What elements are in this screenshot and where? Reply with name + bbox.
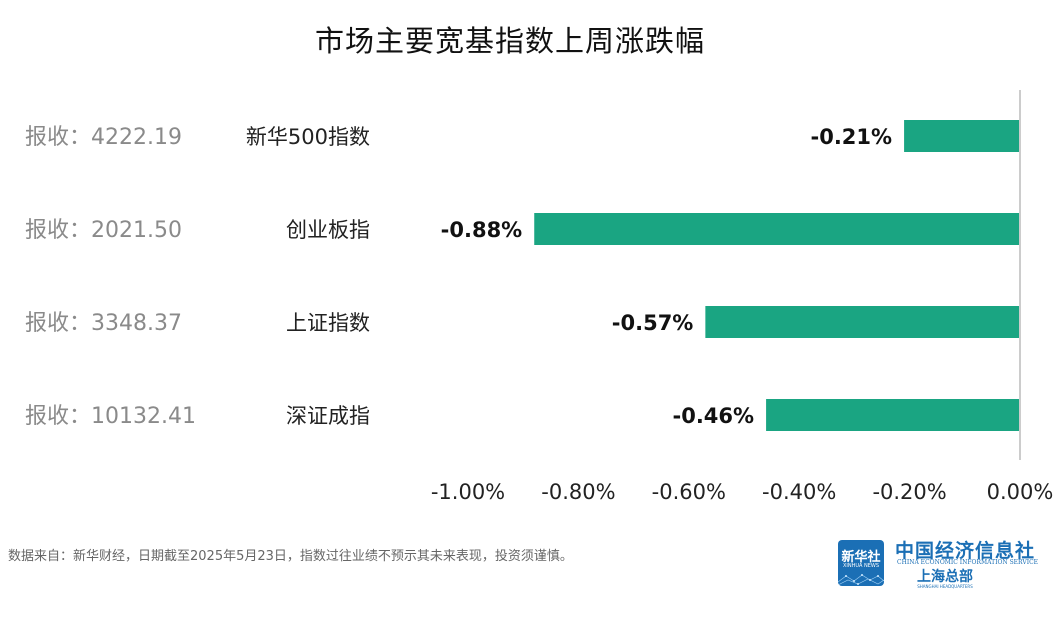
network-pattern-icon [838,574,884,586]
chart-title: 市场主要宽基指数上周涨跌幅 [314,24,705,58]
category-label: 上证指数 [286,311,370,335]
category-label: 创业板指 [286,218,370,242]
x-tick-label: -0.60% [652,480,726,504]
logo-org-cn: 中国经济信息社 [895,540,1036,562]
bar [766,399,1020,431]
data-label: -0.46% [673,404,755,428]
logo-badge-en: XINHUA NEWS [842,563,880,569]
x-tick-label: -0.80% [541,480,615,504]
bar [904,120,1020,152]
xinhua-logo-icon: 新华社 XINHUA NEWS [838,540,884,586]
source-footnote: 数据来自：新华财经，日期截至2025年5月23日，指数过往业绩不预示其未来表现，… [8,549,573,564]
data-label: -0.88% [441,218,523,242]
bar-chart: -0.21% 新华500指数 报收：4222.19 -0.88% 创业板指 报收：2021… [25,90,1054,504]
logo-badge-cn: 新华社 [841,550,881,565]
data-label: -0.21% [811,125,893,149]
x-tick-label: -1.00% [431,480,505,504]
close-price-label: 报收：4222.19 [25,125,182,150]
bar [534,213,1020,245]
logo-sub-cn: 上海总部 [917,569,973,585]
category-label: 新华500指数 [246,125,370,149]
x-tick-label: -0.20% [872,480,946,504]
logo-sub-en: SHANGHAI HEADQUARTERS [917,584,973,589]
data-label: -0.57% [612,311,694,335]
x-tick-label: 0.00% [987,480,1054,504]
logo-org-en: CHINA ECONOMIC INFORMATION SERVICE [897,559,1039,566]
x-tick-label: -0.40% [762,480,836,504]
category-label: 深证成指 [286,404,370,428]
close-price-label: 报收：3348.37 [25,311,182,336]
close-price-label: 报收：10132.41 [25,404,196,429]
close-price-label: 报收：2021.50 [25,218,182,243]
bar [705,306,1020,338]
